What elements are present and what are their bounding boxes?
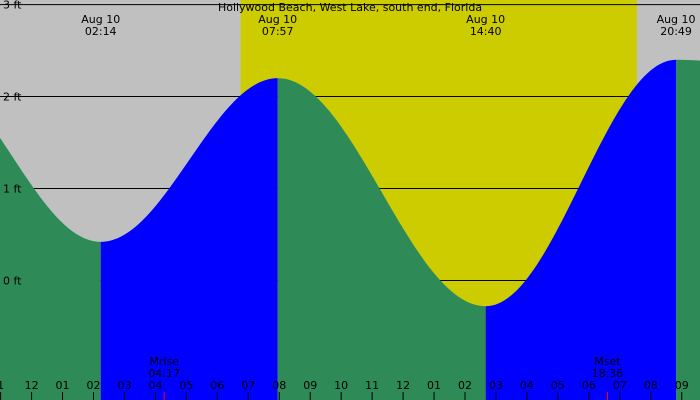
rising-tide-area <box>485 59 677 400</box>
x-tick-label: 01 <box>56 379 70 392</box>
x-tick-label: 05 <box>179 379 193 392</box>
x-tick-label: 09 <box>675 379 689 392</box>
x-tick-label: 11 <box>365 379 379 392</box>
x-tick-label: 02 <box>458 379 472 392</box>
x-axis: 1 12 01 02 03 04 05 06 07 08 09 10 11 12 01 02 03 04 05 06 0… <box>0 379 689 400</box>
y-tick-label: 2 ft <box>3 91 22 104</box>
x-tick-label: 08 <box>272 379 286 392</box>
tide-event-time: 02:14 <box>85 25 117 38</box>
x-tick-label: 12 <box>25 379 39 392</box>
tide-areas <box>0 59 700 400</box>
tide-event-time: 07:57 <box>262 25 294 38</box>
x-tick-label: 10 <box>334 379 348 392</box>
y-tick-label: 3 ft <box>3 0 22 12</box>
y-axis-labels: 3 ft 2 ft 1 ft 0 ft <box>3 0 22 287</box>
x-tick-label: 02 <box>86 379 100 392</box>
moon-event-label: Mset <box>594 355 621 368</box>
y-tick-label: 1 ft <box>3 183 22 196</box>
moon-event-time: 18:36 <box>592 367 624 380</box>
tide-event-date: Aug 10 <box>81 13 120 26</box>
moon-event-time: 04:17 <box>148 367 180 380</box>
tide-event-date: Aug 10 <box>466 13 505 26</box>
falling-tide-area <box>277 78 486 400</box>
rising-tide-area <box>100 78 278 400</box>
chart-title: Hollywood Beach, West Lake, south end, F… <box>218 1 482 14</box>
x-tick-label: 08 <box>644 379 658 392</box>
x-tick-label: 04 <box>520 379 534 392</box>
x-tick-label: 03 <box>489 379 503 392</box>
x-tick-label: 07 <box>613 379 627 392</box>
x-tick-label: 07 <box>241 379 255 392</box>
y-tick-label: 0 ft <box>3 274 22 287</box>
x-tick-label: 01 <box>427 379 441 392</box>
tide-event-time: 14:40 <box>470 25 502 38</box>
falling-tide-area <box>676 59 700 400</box>
x-tick-label: 09 <box>303 379 317 392</box>
x-tick-label: 05 <box>551 379 565 392</box>
x-tick-label: 1 <box>0 379 4 392</box>
tide-event-date: Aug 10 <box>657 13 696 26</box>
tide-event-date: Aug 10 <box>258 13 297 26</box>
moon-event-label: Mrise <box>149 355 179 368</box>
x-tick-label: 06 <box>582 379 596 392</box>
x-tick-label: 06 <box>210 379 224 392</box>
falling-tide-area <box>0 137 101 400</box>
x-tick-label: 03 <box>117 379 131 392</box>
x-tick-label: 12 <box>396 379 410 392</box>
tide-event-time: 20:49 <box>660 25 692 38</box>
x-tick-label: 04 <box>148 379 162 392</box>
